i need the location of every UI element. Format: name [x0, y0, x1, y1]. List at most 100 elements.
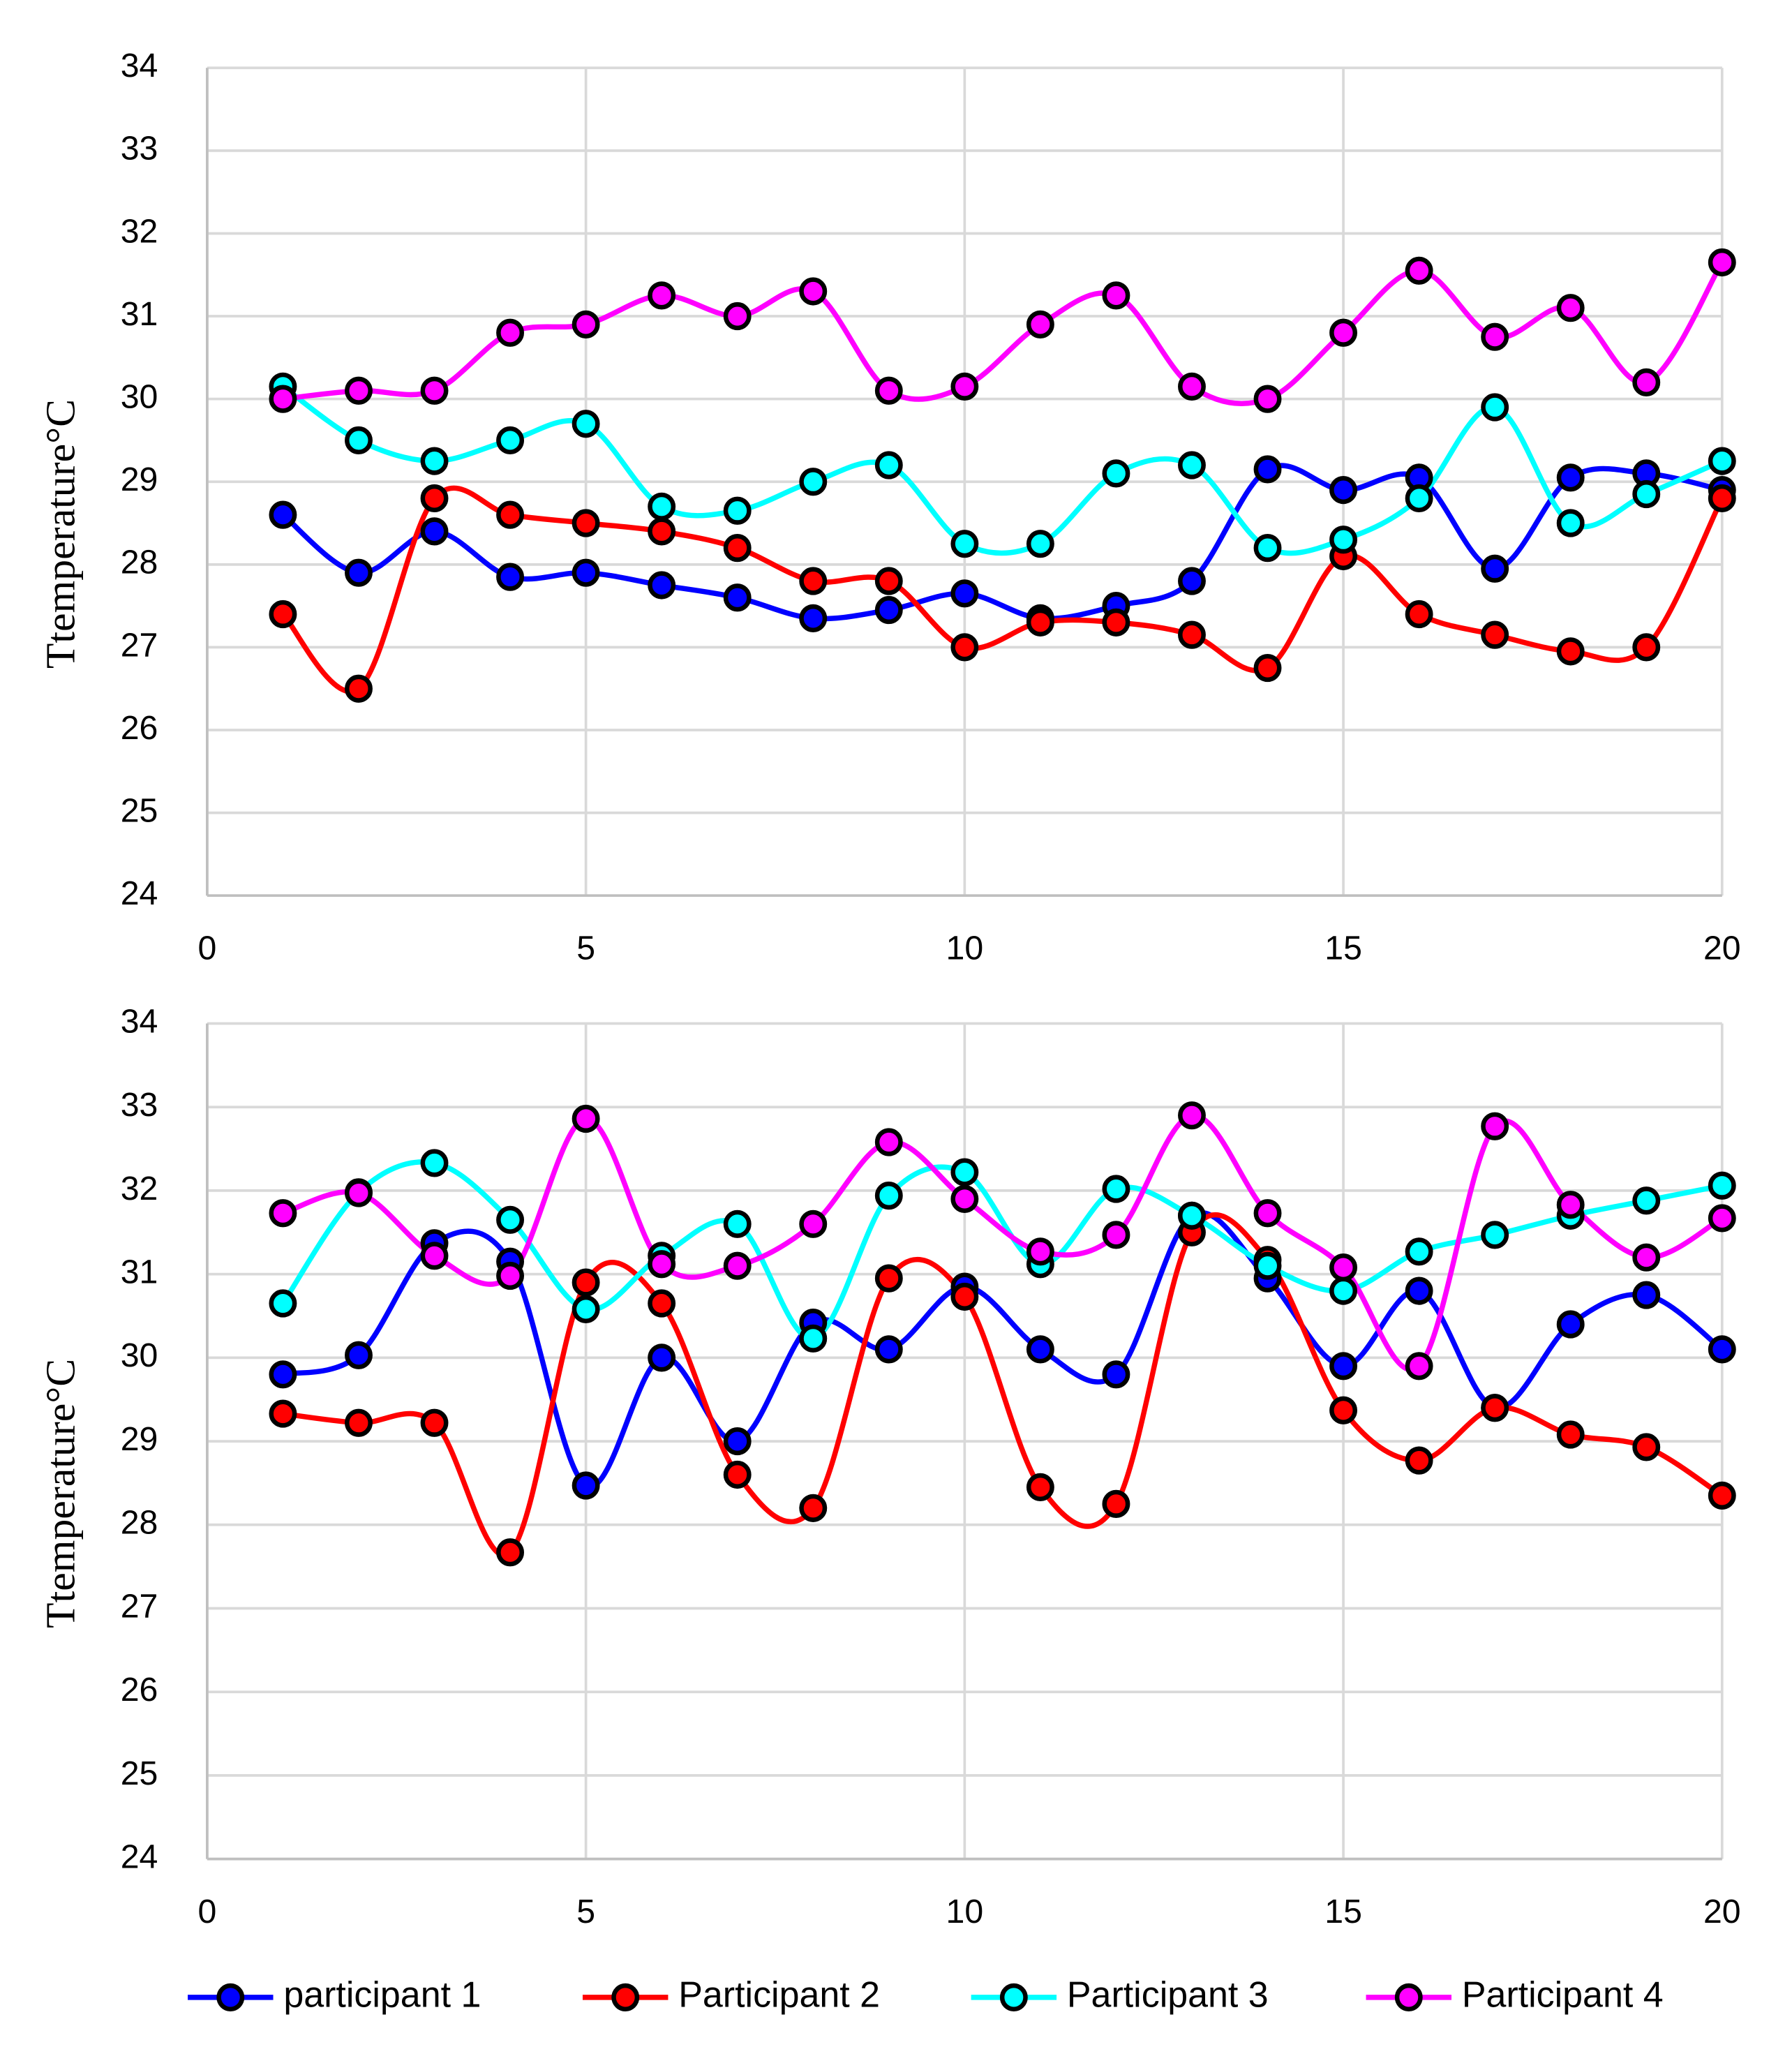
data-point [420, 517, 449, 546]
data-point [1708, 248, 1736, 277]
data-point [1253, 533, 1282, 563]
data-point [345, 376, 373, 405]
data-point [1632, 1281, 1661, 1309]
data-point [572, 509, 600, 537]
data-point [345, 1179, 373, 1207]
y-tick-label: 31 [121, 295, 158, 333]
data-point [723, 1251, 752, 1280]
data-point [1556, 294, 1585, 322]
data-point [1708, 1481, 1736, 1510]
data-point [1102, 459, 1130, 488]
data-point [1481, 322, 1509, 351]
series-line [281, 463, 1723, 622]
data-point [723, 302, 752, 331]
data-point [1556, 1191, 1585, 1219]
data-point [1026, 1335, 1054, 1364]
data-point [572, 1295, 600, 1324]
data-point [799, 277, 828, 306]
data-point [1102, 1221, 1130, 1249]
y-tick-label: 28 [121, 1503, 158, 1541]
data-point [648, 1289, 676, 1318]
y-tick-label: 28 [121, 543, 158, 581]
y-tick-label: 29 [121, 461, 158, 498]
data-point [1405, 484, 1433, 513]
data-point [1405, 1276, 1433, 1305]
data-point [420, 1149, 449, 1177]
data-point [572, 1104, 600, 1133]
data-point [1253, 653, 1282, 683]
data-point [1102, 281, 1130, 310]
x-tick-label: 10 [946, 1893, 984, 1930]
data-point [1253, 385, 1282, 413]
legend-label: Participant 3 [1067, 1975, 1269, 2016]
data-point [874, 1335, 903, 1364]
data-point [1026, 530, 1054, 558]
data-point [1102, 1360, 1130, 1389]
legend-label: participant 1 [283, 1975, 481, 2016]
data-point [1178, 372, 1206, 401]
data-point [1481, 554, 1509, 583]
x-tick-label: 20 [1703, 1893, 1741, 1930]
data-point [420, 1408, 449, 1437]
y-tick-label: 33 [121, 1086, 158, 1124]
data-point [1026, 608, 1054, 637]
data-point [496, 318, 525, 347]
data-point [1253, 1251, 1282, 1280]
y-axis-label: Ttemperature°C [38, 399, 84, 669]
data-point [1708, 1171, 1736, 1200]
data-point [1405, 1352, 1433, 1380]
data-point [1405, 1237, 1433, 1266]
x-tick-label: 10 [946, 929, 984, 967]
data-point [572, 1268, 600, 1297]
data-point [1632, 368, 1661, 397]
data-point [723, 1209, 752, 1238]
x-tick-label: 5 [576, 929, 595, 967]
data-point [874, 1182, 903, 1210]
data-point [648, 517, 676, 546]
data-point [950, 1282, 979, 1311]
data-point [799, 1209, 828, 1238]
data-point [1178, 620, 1206, 649]
data-point [1632, 479, 1661, 509]
y-tick-label: 29 [121, 1420, 158, 1458]
data-point [1405, 600, 1433, 629]
data-point [1026, 1473, 1054, 1502]
data-point [1329, 1276, 1358, 1305]
data-point [1556, 463, 1585, 492]
plot: 24 25 26 27 28 29 30 31 32 33 34 0 5 10 15 20 Ttemperatu… [38, 47, 1741, 967]
data-point [572, 310, 600, 339]
data-point [496, 500, 525, 529]
data-point [874, 567, 903, 595]
legend: participant 1 Participant 2 Participant 3 P… [188, 1975, 1664, 2016]
data-point [1556, 637, 1585, 666]
data-point [496, 1261, 525, 1290]
data-point [1632, 1186, 1661, 1215]
data-point [1102, 1175, 1130, 1203]
data-point [874, 376, 903, 405]
y-tick-label: 24 [121, 874, 158, 912]
data-point [950, 579, 979, 608]
data-point [1102, 1489, 1130, 1518]
data-point [648, 281, 676, 310]
y-tick-label: 32 [121, 212, 158, 250]
y-tick-label: 30 [121, 378, 158, 415]
data-point [269, 1360, 297, 1389]
data-point [1253, 1199, 1282, 1228]
data-point [950, 530, 979, 558]
data-point [1026, 310, 1054, 339]
data-point [1329, 1396, 1358, 1424]
y-tick-label: 32 [121, 1170, 158, 1207]
data-point [950, 633, 979, 662]
data-point [799, 468, 828, 496]
data-point [874, 1264, 903, 1293]
y-axis-label: Ttemperature°C [38, 1359, 84, 1628]
x-tick-label: 5 [576, 1893, 595, 1930]
data-point [269, 1399, 297, 1428]
data-point [1708, 1204, 1736, 1233]
data-point [420, 484, 449, 513]
data-point [1178, 451, 1206, 479]
data-point [1329, 1253, 1358, 1282]
data-point [723, 1427, 752, 1456]
